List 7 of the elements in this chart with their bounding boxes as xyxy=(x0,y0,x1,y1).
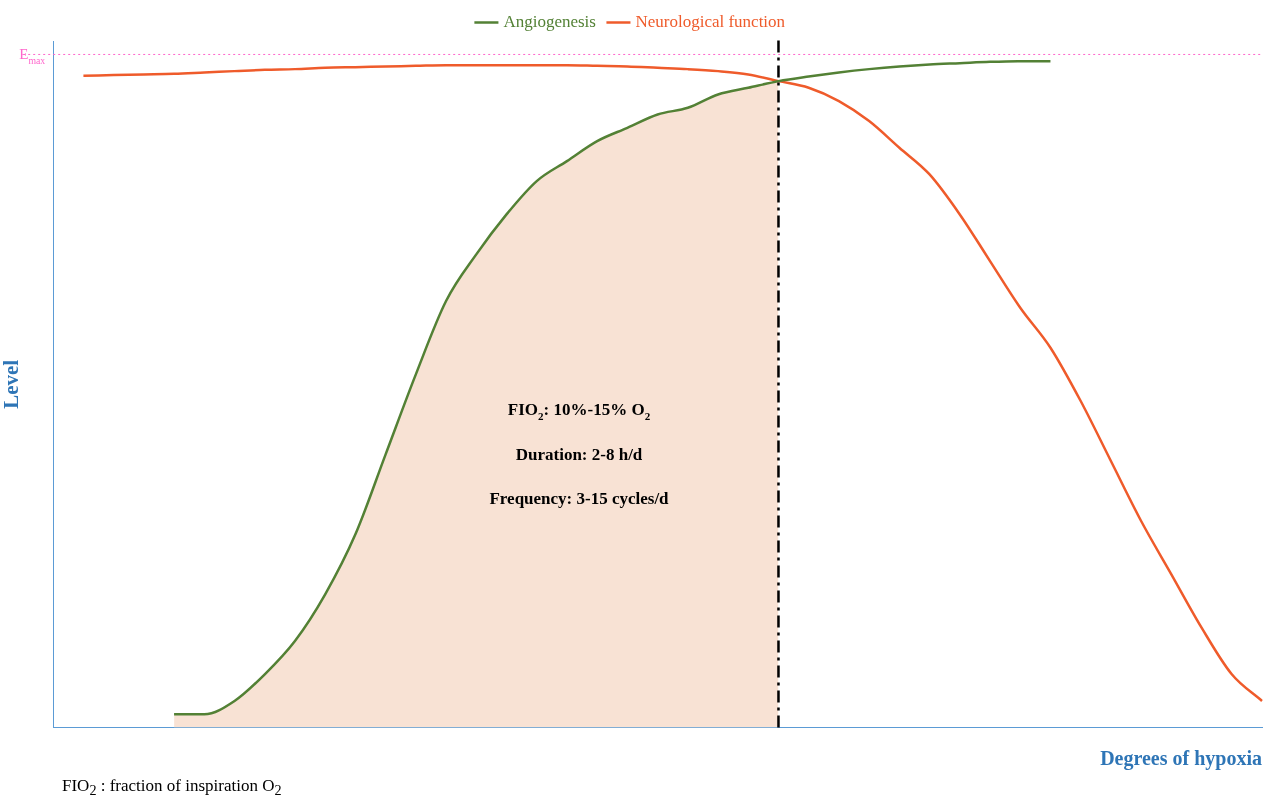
x-axis-title: Degrees of hypoxia xyxy=(1100,747,1262,771)
text: FIO$_{2}$ : fraction of inspiration O$_{2}$ xyxy=(62,776,282,797)
legend-label: Angiogenesis xyxy=(503,11,596,31)
annotation: Duration: 2-8 h/d xyxy=(515,444,643,464)
annotation: Frequency: 3-15 cycles/d xyxy=(489,489,670,509)
y-axis-title: Level xyxy=(0,359,24,409)
legend-label: Neurological function xyxy=(635,11,786,31)
